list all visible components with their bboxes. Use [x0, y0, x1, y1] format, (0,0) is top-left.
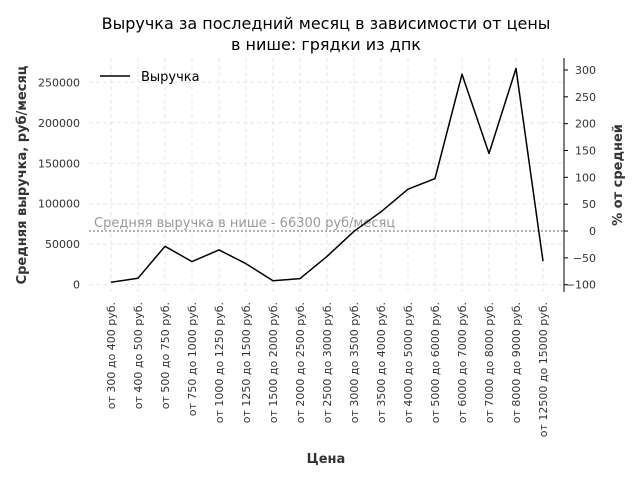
y-tick-label-left: 150000: [38, 157, 80, 170]
y-tick-label-right: 50: [582, 198, 596, 211]
x-tick-label: от 300 до 400 руб.: [105, 302, 118, 409]
y-tick-label-right: 0: [589, 225, 596, 238]
x-axis-title: Цена: [307, 452, 346, 467]
x-tick-label: от 1250 до 1500 руб.: [240, 302, 253, 423]
y-tick-label-left: 200000: [38, 117, 80, 130]
chart-title-line2: в нише: грядки из дпк: [231, 35, 421, 54]
y-axis-title-left: Средняя выручка, руб/месяц: [15, 65, 30, 284]
y-axis-title-right: % от средней: [611, 124, 626, 226]
x-tick-label: от 3500 до 4000 руб.: [375, 302, 388, 423]
average-label: Средняя выручка в нише - 66300 руб/месяц: [94, 216, 395, 231]
y-tick-label-left: 50000: [45, 238, 80, 251]
x-tick-label: от 3000 до 3500 руб.: [348, 302, 361, 423]
y-tick-label-right: 250: [575, 91, 596, 104]
chart-title-line1: Выручка за последний месяц в зависимости…: [102, 14, 551, 33]
y-tick-label-right: 200: [575, 118, 596, 131]
y-tick-label-right: −100: [566, 279, 596, 292]
x-tick-label: от 2500 до 3000 руб.: [321, 302, 334, 423]
y-tick-label-left: 0: [73, 279, 80, 292]
x-tick-label: от 400 до 500 руб.: [132, 302, 145, 409]
x-tick-label: от 4000 до 5000 руб.: [402, 302, 415, 423]
y-tick-label-right: 100: [575, 171, 596, 184]
y-tick-label-left: 100000: [38, 198, 80, 211]
x-tick-label: от 750 до 1000 руб.: [186, 302, 199, 416]
x-tick-label: от 6000 до 7000 руб.: [456, 302, 469, 423]
x-tick-label: от 1500 до 2000 руб.: [267, 302, 280, 423]
y-tick-label-right: 150: [575, 145, 596, 158]
x-tick-label: от 7000 до 8000 руб.: [483, 302, 496, 423]
x-tick-label: от 1000 до 1250 руб.: [213, 302, 226, 423]
x-tick-label: от 12500 до 15000 руб.: [537, 302, 550, 437]
x-tick-label: от 2000 до 2500 руб.: [294, 302, 307, 423]
y-tick-label-right: −50: [573, 252, 596, 265]
x-tick-label: от 5000 до 6000 руб.: [429, 302, 442, 423]
x-tick-label: от 8000 до 9000 руб.: [510, 302, 523, 423]
y-tick-label-right: 300: [575, 64, 596, 77]
y-tick-label-left: 250000: [38, 76, 80, 89]
x-tick-label: от 500 до 750 руб.: [159, 302, 172, 409]
legend-label: Выручка: [141, 70, 200, 85]
